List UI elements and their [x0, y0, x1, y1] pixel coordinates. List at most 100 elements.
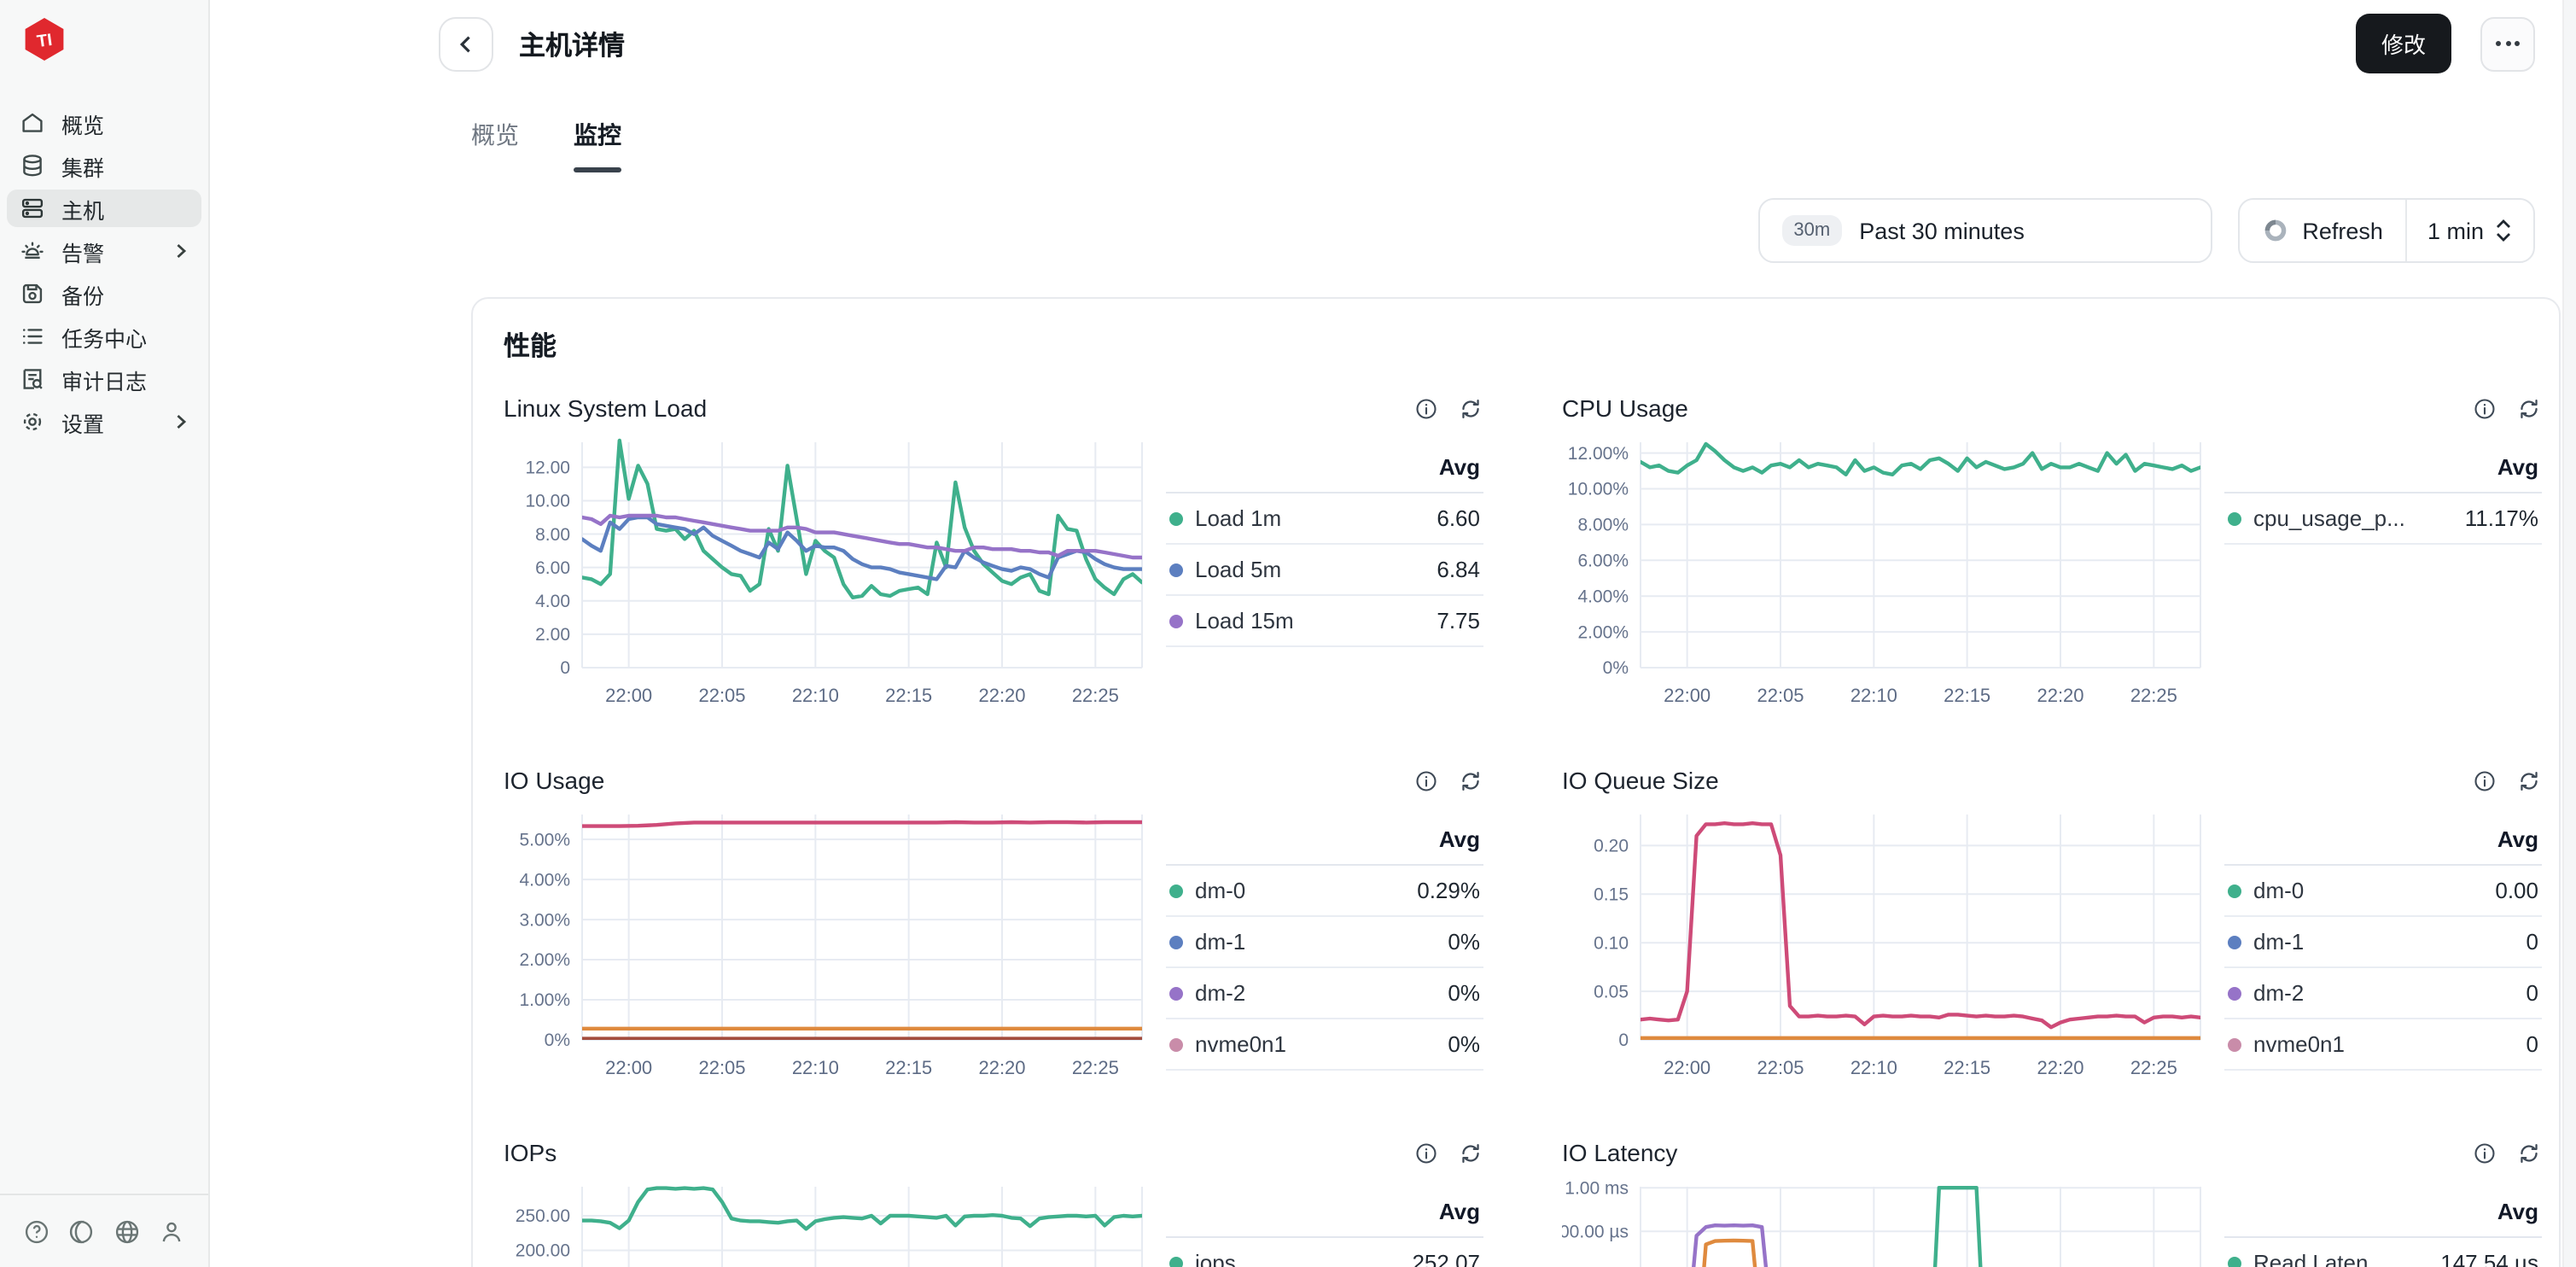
legend-row[interactable]: Load 1m 6.60 — [1166, 493, 1483, 545]
sidebar-item-overview[interactable]: 概览 — [7, 104, 201, 142]
language-globe-icon[interactable] — [113, 1217, 142, 1246]
svg-text:2.00: 2.00 — [535, 625, 570, 645]
divider — [2404, 200, 2407, 261]
brand-logo[interactable]: TI — [0, 0, 208, 72]
svg-text:3.00%: 3.00% — [519, 910, 570, 930]
performance-card: 性能 Linux System Load 0 2.00 4.00 6.00 8.00 10… — [471, 297, 2561, 1267]
refresh-chart-icon[interactable] — [1458, 768, 1483, 793]
info-icon[interactable] — [2472, 768, 2497, 793]
refresh-button[interactable]: Refresh — [2239, 200, 2405, 261]
legend-row[interactable]: dm-2 0% — [1166, 968, 1483, 1019]
series-avg-value: 252.07 — [1412, 1250, 1480, 1267]
refresh-chart-icon[interactable] — [1458, 1140, 1483, 1165]
info-icon[interactable] — [1413, 1140, 1439, 1165]
info-icon[interactable] — [1413, 768, 1439, 793]
svg-text:22:00: 22:00 — [1664, 685, 1711, 706]
line-chart[interactable]: 250.00200.00150.0022:0022:0522:1022:1522… — [504, 1176, 1149, 1267]
scrollbar[interactable] — [2562, 0, 2576, 1267]
svg-text:6.00%: 6.00% — [1577, 551, 1629, 570]
series-color-dot — [1169, 614, 1183, 628]
legend-row[interactable]: Load 5m 6.84 — [1166, 545, 1483, 596]
legend-row[interactable]: dm-1 0% — [1166, 917, 1483, 968]
page-header: 主机详情 修改 — [210, 0, 2576, 73]
series-avg-value: 0.29% — [1417, 878, 1480, 903]
help-icon[interactable] — [22, 1217, 51, 1246]
task-list-icon — [22, 329, 43, 344]
info-icon[interactable] — [2472, 1140, 2497, 1165]
series-color-dot — [2228, 511, 2241, 525]
svg-text:22:05: 22:05 — [698, 685, 745, 706]
legend-row[interactable]: dm-0 0.00 — [2224, 866, 2542, 917]
line-chart[interactable]: 0% 1.00% 2.00% 3.00% 4.00% 5.00% 22:00 22:05 22:… — [504, 804, 1149, 1088]
sidebar-item-audit-log[interactable]: 审计日志 — [7, 360, 201, 398]
legend-row[interactable]: cpu_usage_p... 11.17% — [2224, 493, 2542, 545]
series-avg-value: 0 — [2526, 929, 2538, 955]
legend-row[interactable]: dm-2 0 — [2224, 968, 2542, 1019]
svg-text:0%: 0% — [545, 1031, 570, 1050]
legend-row[interactable]: nvme1n15.41% — [1166, 1071, 1483, 1083]
sidebar: TI 概览 集群 — [0, 0, 210, 1267]
legend-row[interactable]: iops 252.07 — [1166, 1238, 1483, 1267]
tab-monitoring[interactable]: 监控 — [574, 118, 621, 172]
line-chart[interactable]: 0% 2.00% 4.00% 6.00% 8.00% 10.00% 12.00% 22:00 2… — [1562, 432, 2207, 715]
svg-text:12.00: 12.00 — [525, 458, 570, 478]
svg-text:22:25: 22:25 — [2130, 685, 2177, 706]
svg-text:800.00 µs: 800.00 µs — [1562, 1222, 1629, 1241]
refresh-chart-icon[interactable] — [2516, 395, 2542, 421]
svg-text:5.00%: 5.00% — [519, 830, 570, 850]
refresh-interval-select[interactable]: 1 min — [2407, 200, 2533, 261]
charts-grid: Linux System Load 0 2.00 4.00 6.00 8.00 10.00… — [504, 394, 2542, 1267]
refresh-label: Refresh — [2302, 218, 2383, 243]
sidebar-item-label: 集群 — [61, 156, 105, 180]
sidebar-item-task-center[interactable]: 任务中心 — [7, 318, 201, 355]
line-chart[interactable]: 0 2.00 4.00 6.00 8.00 10.00 12.00 22:00 22:05 22:… — [504, 432, 1149, 715]
tab-overview[interactable]: 概览 — [471, 121, 519, 149]
chart-io-queue-size: IO Queue Size 0 0.05 0.10 0.15 0.20 22:00 22:0… — [1562, 767, 2542, 1088]
legend-row[interactable]: Read Laten... 147.54 µs — [2224, 1238, 2542, 1267]
legend-row[interactable]: dm-1 0 — [2224, 917, 2542, 968]
line-chart[interactable]: 0 0.05 0.10 0.15 0.20 22:00 22:05 22:10 22:15 22:… — [1562, 804, 2207, 1088]
line-chart[interactable]: 1.00 ms800.00 µs600.00 µs22:0022:0522:10… — [1562, 1176, 2207, 1267]
legend-row[interactable]: nvme1n10.05 — [2224, 1071, 2542, 1083]
legend-row[interactable]: nvme0n1 0% — [1166, 1019, 1483, 1071]
legend-row[interactable]: dm-0 0.29% — [1166, 866, 1483, 917]
sidebar-item-clusters[interactable]: 集群 — [7, 147, 201, 184]
series-label: dm-1 — [2253, 929, 2305, 955]
series-label: dm-2 — [2253, 980, 2305, 1006]
more-button[interactable] — [2480, 16, 2535, 71]
chart-iops: IOPs 250.00200.00150.0022:0022:0522:1022… — [504, 1139, 1483, 1267]
sidebar-item-backup[interactable]: 备份 — [7, 275, 201, 312]
chart-legend: Avg iops 252.07 — [1166, 1194, 1483, 1267]
modify-button[interactable]: 修改 — [2355, 14, 2451, 73]
refresh-chart-icon[interactable] — [1458, 395, 1483, 421]
series-color-dot — [1169, 563, 1183, 576]
chart-legend: Avg dm-0 0.29% dm-1 0% dm-2 0% nvme0n1 0% nvme1n1… — [1166, 821, 1483, 1083]
back-button[interactable] — [439, 16, 493, 71]
user-icon[interactable] — [158, 1217, 187, 1246]
alert-icon — [21, 242, 44, 260]
series-label: dm-1 — [1195, 929, 1246, 955]
chart-title: IOPs — [504, 1139, 557, 1166]
info-icon[interactable] — [2472, 395, 2497, 421]
series-label: dm-2 — [1195, 980, 1246, 1006]
series-color-dot — [1169, 1037, 1183, 1051]
sidebar-item-hosts[interactable]: 主机 — [7, 190, 201, 227]
legend-row[interactable]: nvme0n1 0 — [2224, 1019, 2542, 1071]
svg-text:10.00%: 10.00% — [1568, 480, 1629, 499]
series-label: Load 15m — [1195, 608, 1294, 634]
sidebar-footer — [0, 1194, 208, 1267]
ellipsis-icon — [2496, 41, 2501, 46]
series-color-dot — [2228, 986, 2241, 1000]
time-range-picker[interactable]: 30m Past 30 minutes — [1757, 198, 2212, 263]
series-avg-value: 0 — [2526, 1031, 2538, 1057]
sidebar-item-alerts[interactable]: 告警 — [7, 232, 201, 270]
info-icon[interactable] — [1413, 395, 1439, 421]
refresh-chart-icon[interactable] — [2516, 1140, 2542, 1165]
svg-text:250.00: 250.00 — [516, 1206, 570, 1226]
legend-row[interactable]: Load 15m 7.75 — [1166, 596, 1483, 647]
svg-text:22:20: 22:20 — [978, 1057, 1025, 1078]
refresh-chart-icon[interactable] — [2516, 768, 2542, 793]
series-color-dot — [2228, 1256, 2241, 1267]
theme-moon-icon[interactable] — [67, 1217, 96, 1246]
sidebar-item-settings[interactable]: 设置 — [7, 403, 201, 441]
